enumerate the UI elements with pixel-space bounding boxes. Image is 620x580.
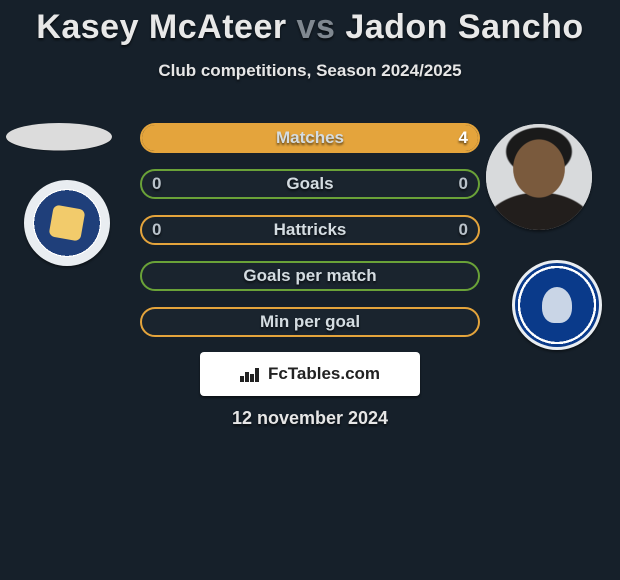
stat-matches-label: Matches [142,125,478,151]
leicester-badge-icon [27,183,107,263]
stat-matches-val-right: 4 [449,125,478,151]
player1-club-badge [24,180,110,266]
player1-portrait [6,123,112,151]
stat-mpg-label: Min per goal [142,309,478,335]
stat-hattricks-label: Hattricks [142,217,478,243]
brand-text: FcTables.com [268,364,380,384]
stat-mpg-val-right [458,309,478,335]
comparison-subtitle: Club competitions, Season 2024/2025 [0,61,620,81]
stat-goals-label: Goals [142,171,478,197]
player2-club-badge [512,260,602,350]
stat-hattricks: 0 Hattricks 0 [140,215,480,245]
brand-box[interactable]: FcTables.com [200,352,420,396]
comparison-title: Kasey McAteer vs Jadon Sancho [0,0,620,47]
stats-column: Matches 4 0 Goals 0 0 Hattricks 0 Goals … [140,123,480,353]
stat-mpg: Min per goal [140,307,480,337]
stat-matches: Matches 4 [140,123,480,153]
stat-goals: 0 Goals 0 [140,169,480,199]
stat-gpm-val-right [458,263,478,289]
player1-name: Kasey McAteer [36,8,286,46]
player2-name: Jadon Sancho [345,8,583,46]
stat-goals-val-right: 0 [449,171,478,197]
stat-gpm: Goals per match [140,261,480,291]
chelsea-badge-icon [515,263,599,347]
comparison-date: 12 november 2024 [0,408,620,429]
player2-portrait [486,124,592,230]
brand-bars-icon [240,366,262,382]
stat-hattricks-val-right: 0 [449,217,478,243]
player2-portrait-art [486,124,592,230]
stat-gpm-label: Goals per match [142,263,478,289]
vs-text: vs [297,8,336,46]
